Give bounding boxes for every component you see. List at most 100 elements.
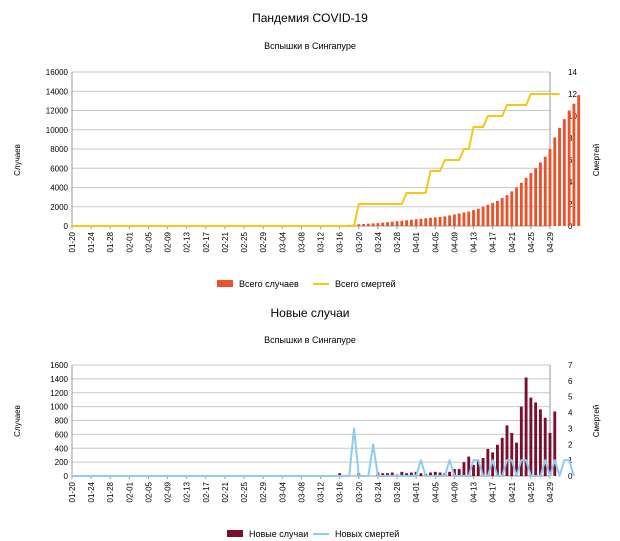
bar xyxy=(424,218,428,226)
bar xyxy=(448,471,452,476)
y-tick-label: 8000 xyxy=(50,145,68,154)
chart1-ylabel: Случаев xyxy=(13,144,22,176)
x-tick-label: 02-17 xyxy=(202,231,211,252)
y2-tick-label: 3 xyxy=(568,424,573,433)
series-line xyxy=(72,427,575,477)
bar xyxy=(362,223,366,226)
y2-tick-label: 0 xyxy=(568,472,573,481)
bar xyxy=(577,95,581,226)
x-tick-label: 01-24 xyxy=(87,231,96,252)
bar xyxy=(395,221,399,226)
bar xyxy=(519,406,523,476)
bar xyxy=(562,119,566,226)
x-tick-label: 03-04 xyxy=(278,231,287,252)
x-tick-label: 04-17 xyxy=(489,231,498,252)
bar xyxy=(505,195,509,226)
bar xyxy=(409,219,413,226)
bar xyxy=(529,397,533,476)
x-tick-label: 02-25 xyxy=(240,231,249,252)
x-tick-label: 01-20 xyxy=(68,481,77,502)
bar xyxy=(390,472,394,476)
bar xyxy=(366,223,370,226)
bar xyxy=(572,103,576,226)
bar xyxy=(419,218,423,226)
bar xyxy=(534,402,538,476)
x-tick-label: 04-13 xyxy=(470,481,479,502)
bar xyxy=(472,210,475,226)
bar xyxy=(543,156,547,226)
bar xyxy=(452,214,456,226)
bar xyxy=(510,191,514,226)
x-tick-label: 01-28 xyxy=(106,481,115,502)
x-tick-label: 04-05 xyxy=(431,231,440,252)
x-tick-label: 03-08 xyxy=(297,481,306,502)
bar xyxy=(467,211,471,226)
chart2-y2label: Смертей xyxy=(592,405,601,438)
bar xyxy=(390,221,394,226)
bar xyxy=(548,432,552,476)
x-tick-label: 02-01 xyxy=(125,481,134,502)
bar xyxy=(381,473,385,476)
x-tick-label: 03-20 xyxy=(355,231,364,252)
bar xyxy=(338,473,342,476)
bar xyxy=(457,213,461,226)
x-tick-label: 01-20 xyxy=(68,231,77,252)
bar xyxy=(476,460,480,476)
x-tick-label: 03-16 xyxy=(336,481,345,502)
x-tick-label: 04-09 xyxy=(450,231,459,252)
bar xyxy=(486,448,490,476)
x-tick-label: 01-24 xyxy=(87,481,96,502)
x-tick-label: 03-20 xyxy=(355,481,364,502)
bar xyxy=(529,173,533,226)
bar xyxy=(553,411,557,476)
bar xyxy=(405,473,409,476)
x-tick-label: 03-24 xyxy=(374,231,383,252)
bar xyxy=(438,216,442,226)
x-tick-label: 04-09 xyxy=(450,481,459,502)
x-tick-label: 03-24 xyxy=(374,481,383,502)
chart2-title: Новые случаи xyxy=(271,306,350,320)
bar xyxy=(481,206,485,226)
y2-tick-label: 6 xyxy=(568,377,573,386)
y-tick-label: 1600 xyxy=(50,361,68,370)
x-tick-label: 02-29 xyxy=(259,231,268,252)
bar xyxy=(524,177,528,226)
bar xyxy=(462,462,466,476)
x-tick-label: 04-29 xyxy=(546,231,555,252)
bar xyxy=(386,222,389,226)
y-tick-label: 4000 xyxy=(50,184,68,193)
x-tick-label: 02-09 xyxy=(164,231,173,252)
bar xyxy=(558,127,561,226)
x-tick-label: 04-21 xyxy=(508,231,517,252)
x-tick-label: 02-21 xyxy=(221,481,230,502)
x-tick-label: 02-05 xyxy=(144,481,153,502)
bar xyxy=(357,224,361,226)
y-tick-label: 0 xyxy=(64,222,69,231)
chart2-ylabel: Случаев xyxy=(13,405,22,437)
y2-tick-label: 7 xyxy=(568,361,573,370)
bar xyxy=(495,200,499,226)
bar xyxy=(524,377,528,476)
bar xyxy=(386,473,389,476)
x-tick-label: 02-09 xyxy=(164,481,173,502)
y-tick-label: 1000 xyxy=(50,403,68,412)
bar xyxy=(472,464,475,476)
x-tick-label: 02-17 xyxy=(202,481,211,502)
y-tick-label: 1200 xyxy=(50,389,68,398)
x-tick-label: 04-13 xyxy=(470,231,479,252)
x-tick-label: 04-25 xyxy=(527,231,536,252)
bar xyxy=(539,409,542,476)
legend-label-new-cases: Новые случаи xyxy=(249,529,308,539)
bar xyxy=(543,417,547,476)
bar xyxy=(481,457,485,476)
bar xyxy=(414,219,418,226)
x-tick-label: 03-12 xyxy=(317,231,326,252)
y-tick-label: 14000 xyxy=(46,87,69,96)
x-tick-label: 02-01 xyxy=(125,231,134,252)
bar xyxy=(500,198,504,226)
y-tick-label: 1400 xyxy=(50,375,68,384)
y-tick-label: 200 xyxy=(55,458,69,467)
y-tick-label: 6000 xyxy=(50,164,68,173)
x-tick-label: 04-29 xyxy=(546,481,555,502)
